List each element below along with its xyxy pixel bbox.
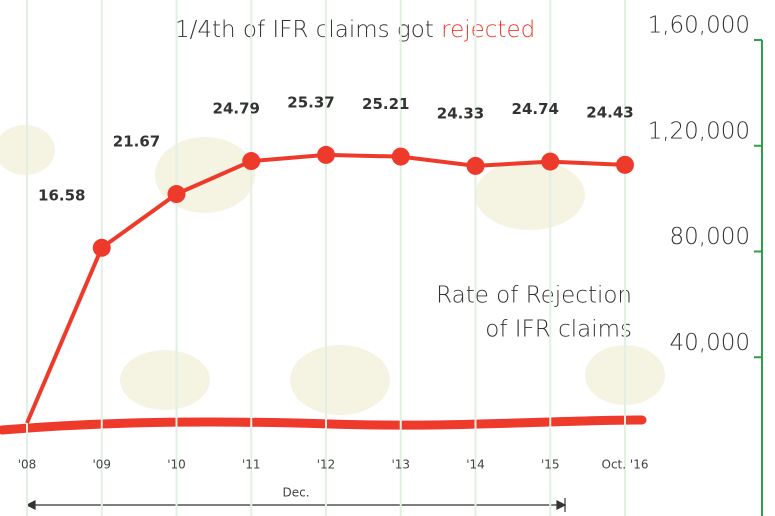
y2-tick-label: 40,000: [670, 330, 750, 356]
data-label: 24.43: [586, 103, 633, 121]
x-tick-label: Oct. '16: [602, 458, 649, 472]
underline-decoration: [0, 415, 647, 435]
data-label: 21.67: [113, 133, 160, 151]
background-decoration: [0, 125, 665, 415]
x-tick-label: '14: [466, 458, 485, 472]
marker: [242, 152, 261, 171]
data-label: 25.21: [362, 95, 409, 113]
marker: [466, 156, 485, 175]
x-tick-label: '15: [541, 458, 560, 472]
x-tick-label: '12: [317, 458, 336, 472]
marker: [167, 185, 186, 204]
marker: [92, 238, 111, 257]
data-label: 24.79: [213, 100, 260, 118]
data-label: 25.37: [287, 93, 334, 111]
chart-title: 1/4th of IFR claims got rejected: [175, 17, 535, 43]
title-text: 1/4th of IFR claims got: [175, 17, 441, 43]
marker: [317, 145, 335, 164]
range-bracket: [25, 498, 567, 512]
x-tick-label: '13: [391, 458, 410, 472]
data-label: 16.58: [38, 186, 85, 204]
annotation: of IFR claims: [485, 317, 632, 343]
y2-tick-label: 80,000: [670, 224, 750, 250]
range-label: Dec.: [282, 486, 309, 500]
data-label: 24.74: [512, 100, 559, 118]
y2-tick-label: 1,20,000: [648, 118, 750, 144]
x-tick-label: '11: [242, 458, 261, 472]
y2-tick-label: 1,60,000: [648, 13, 750, 39]
x-tick-label: '09: [92, 458, 111, 472]
marker: [616, 155, 634, 174]
marker: [541, 152, 560, 171]
data-label: 24.33: [437, 104, 484, 122]
marker: [391, 147, 410, 166]
x-tick-label: '10: [167, 458, 186, 472]
title-highlight: rejected: [441, 17, 535, 43]
annotation: Rate of Rejection: [436, 283, 632, 309]
x-tick-label: '08: [18, 458, 37, 472]
